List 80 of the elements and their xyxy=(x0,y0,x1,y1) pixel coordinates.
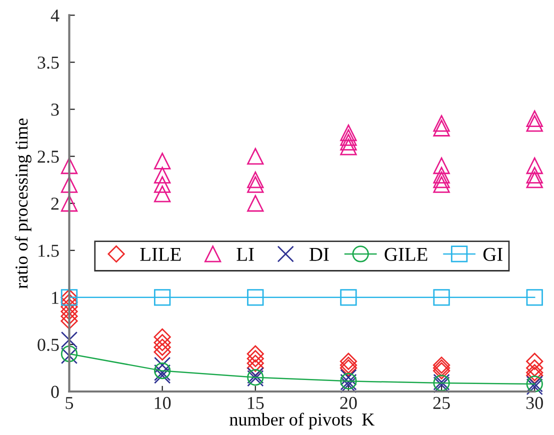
point xyxy=(433,172,450,188)
y-tick-label: 0.5 xyxy=(38,338,59,351)
point xyxy=(526,157,543,174)
legend-label: GI xyxy=(483,248,502,261)
point xyxy=(433,120,450,136)
point xyxy=(340,359,358,377)
y-tick-label: 4 xyxy=(50,10,60,22)
point xyxy=(526,115,543,132)
point xyxy=(526,364,544,382)
point xyxy=(526,366,544,384)
point xyxy=(154,338,171,356)
x-tick-label: 25 xyxy=(433,396,450,410)
point xyxy=(526,172,543,188)
point xyxy=(60,195,78,212)
x-axis-title: number of pivots K xyxy=(230,412,374,430)
legend-label: LI xyxy=(236,248,254,261)
point xyxy=(154,166,171,184)
point xyxy=(340,134,357,151)
point xyxy=(247,172,264,188)
legend-label: LILE xyxy=(140,248,181,261)
point xyxy=(433,289,450,306)
point xyxy=(432,359,450,377)
point xyxy=(246,345,264,362)
point xyxy=(526,166,543,184)
x-tick-label: 5 xyxy=(66,397,74,410)
y-tick-label: 1 xyxy=(52,292,58,304)
point xyxy=(154,328,171,346)
point xyxy=(340,369,357,386)
point xyxy=(60,331,78,348)
point xyxy=(432,362,450,380)
point xyxy=(247,195,264,212)
point xyxy=(154,152,171,170)
point xyxy=(60,308,78,325)
point xyxy=(60,176,78,193)
point xyxy=(247,176,264,193)
y-tick-label: 3 xyxy=(51,104,59,116)
point xyxy=(340,289,357,306)
point xyxy=(246,354,264,372)
point xyxy=(340,356,358,374)
point xyxy=(154,367,171,384)
point xyxy=(154,343,171,361)
point xyxy=(60,298,78,316)
point xyxy=(526,378,543,396)
point xyxy=(246,350,264,368)
x-tick-label: 15 xyxy=(248,396,264,410)
point xyxy=(60,312,78,330)
point xyxy=(433,166,450,184)
y-tick-label: 1.5 xyxy=(38,244,59,257)
y-tick-label: 2 xyxy=(51,198,59,210)
y-axis-title: ratio of processing time xyxy=(14,118,32,288)
x-tick-label: 20 xyxy=(340,396,357,410)
point xyxy=(60,294,78,311)
point xyxy=(433,115,450,132)
point xyxy=(340,352,358,370)
y-tick-label: 0 xyxy=(51,386,59,398)
y-tick-label: 2.5 xyxy=(38,150,59,163)
point xyxy=(340,124,357,142)
point xyxy=(526,352,544,370)
point xyxy=(154,356,171,374)
point xyxy=(340,138,357,156)
legend-label: GILE xyxy=(384,248,428,261)
point xyxy=(60,157,78,174)
x-tick-label: 10 xyxy=(154,396,171,410)
point xyxy=(247,148,264,165)
point xyxy=(247,289,264,306)
point xyxy=(432,356,450,374)
point xyxy=(433,176,450,193)
point xyxy=(340,129,357,146)
x-tick-label: 30 xyxy=(526,396,543,410)
legend-label: DI xyxy=(310,248,329,261)
point xyxy=(154,186,171,202)
point xyxy=(154,176,171,193)
point xyxy=(340,376,357,394)
y-tick-label: 3.5 xyxy=(38,56,59,69)
point xyxy=(433,157,450,174)
point xyxy=(526,289,543,306)
point xyxy=(526,359,544,377)
point xyxy=(154,334,171,352)
point xyxy=(154,289,171,306)
point xyxy=(526,110,543,128)
